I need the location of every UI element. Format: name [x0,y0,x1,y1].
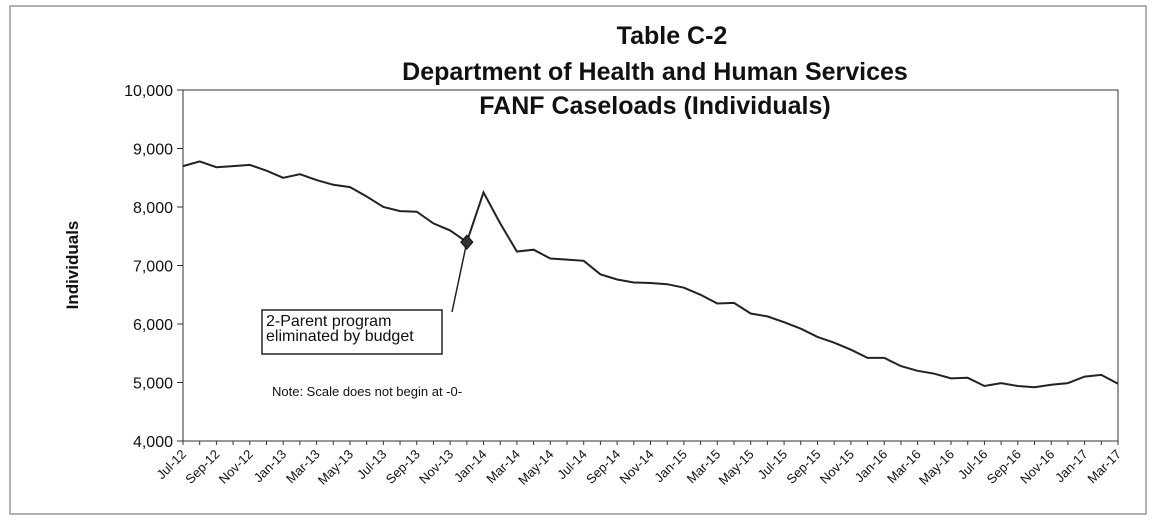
x-tick-label: May-15 [716,447,757,488]
title-line: FANF Caseloads (Individuals) [479,92,830,120]
note: Note: Scale does not begin at -0- [272,384,462,399]
x-tick-label: Mar-17 [1084,447,1124,487]
x-tick-label: Sep-15 [783,447,823,487]
x-tick-label: May-14 [515,447,556,488]
x-tick-label: Jan-17 [1052,447,1091,486]
x-tick-label: Nov-16 [1017,447,1057,487]
y-tick-label: 5,000 [133,376,173,393]
x-tick-label: May-13 [315,447,356,488]
y-tick-label: 8,000 [133,200,173,217]
x-tick-label: Nov-15 [817,447,857,487]
title-line: Department of Health and Human Services [402,58,908,86]
annotation-text: 2-Parent program [266,313,391,330]
x-tick-label: Nov-13 [416,447,456,487]
y-tick-label: 9,000 [133,142,173,159]
y-tick-label: 7,000 [133,259,173,276]
x-tick-label: Jan-15 [651,447,690,486]
x-tick-label: Jan-13 [251,447,290,486]
chart-border [9,5,1147,515]
annotation-marker [460,234,474,250]
x-tick-label: Sep-14 [583,447,623,487]
x-tick-label: Sep-12 [182,447,222,487]
y-axis-label: Individuals [63,221,82,310]
annotation-arrow [451,241,468,313]
series-line [182,160,1119,389]
x-tick-label: Nov-14 [616,447,656,487]
x-tick-label: Jan-14 [451,447,490,486]
x-tick-label: Nov-12 [216,447,256,487]
y-tick-label: 6,000 [133,317,173,334]
x-tick-label: May-16 [916,447,957,488]
annotation-box [261,309,443,355]
x-tick-label: Sep-16 [984,447,1024,487]
y-tick-label: 10,000 [124,83,173,100]
annotation-text: eliminated by budget [266,328,414,345]
title-line: Table C-2 [617,22,728,50]
x-tick-label: Sep-13 [383,447,423,487]
y-tick-label: 4,000 [133,434,173,451]
x-tick-label: Jan-16 [852,447,891,486]
